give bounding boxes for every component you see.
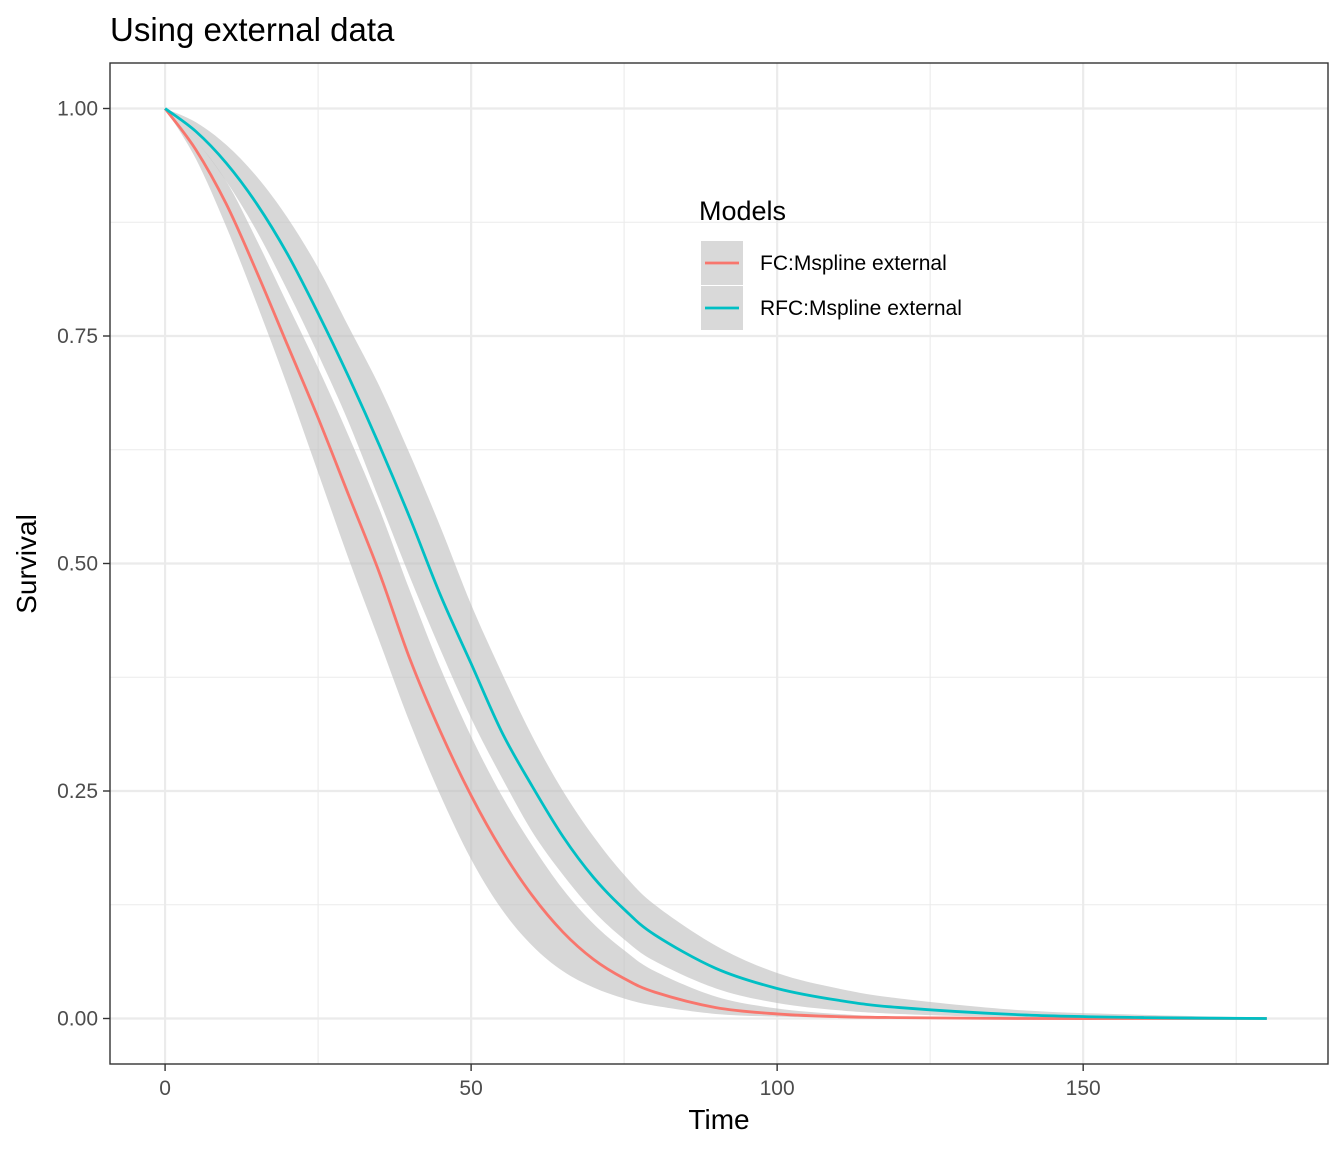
x-tick-label: 50: [459, 1077, 482, 1100]
y-tick-label: 0.00: [57, 1008, 98, 1031]
x-tick-label: 150: [1066, 1077, 1101, 1100]
legend-items: FC:Mspline external RFC:Mspline external: [701, 241, 962, 330]
confidence-ribbons: [165, 108, 1267, 1019]
series-lines: [163, 107, 1267, 1020]
legend: Models FC:Mspline external RFC:Mspline ex…: [699, 196, 962, 330]
ribbon-series-1: [165, 108, 1267, 1019]
x-axis-ticks: 0 50 100 150: [159, 1064, 1101, 1100]
x-tick-label: 0: [159, 1077, 171, 1100]
legend-label: FC:Mspline external: [760, 252, 947, 275]
x-tick-label: 100: [760, 1077, 795, 1100]
x-axis-title: Time: [688, 1104, 749, 1135]
y-tick-label: 0.25: [57, 780, 98, 803]
y-axis-ticks: 0.00 0.25 0.50 0.75 1.00: [57, 98, 110, 1031]
line-series-1: [163, 107, 1267, 1020]
legend-label: RFC:Mspline external: [760, 297, 962, 320]
y-tick-label: 0.75: [57, 325, 98, 348]
line-series-2: [164, 107, 1267, 1020]
chart-title: Using external data: [110, 11, 395, 48]
y-tick-label: 0.50: [57, 553, 98, 576]
legend-title: Models: [699, 196, 786, 226]
grid-lines: [110, 63, 1328, 1064]
y-axis-title: Survival: [11, 514, 42, 614]
y-tick-label: 1.00: [57, 98, 98, 121]
